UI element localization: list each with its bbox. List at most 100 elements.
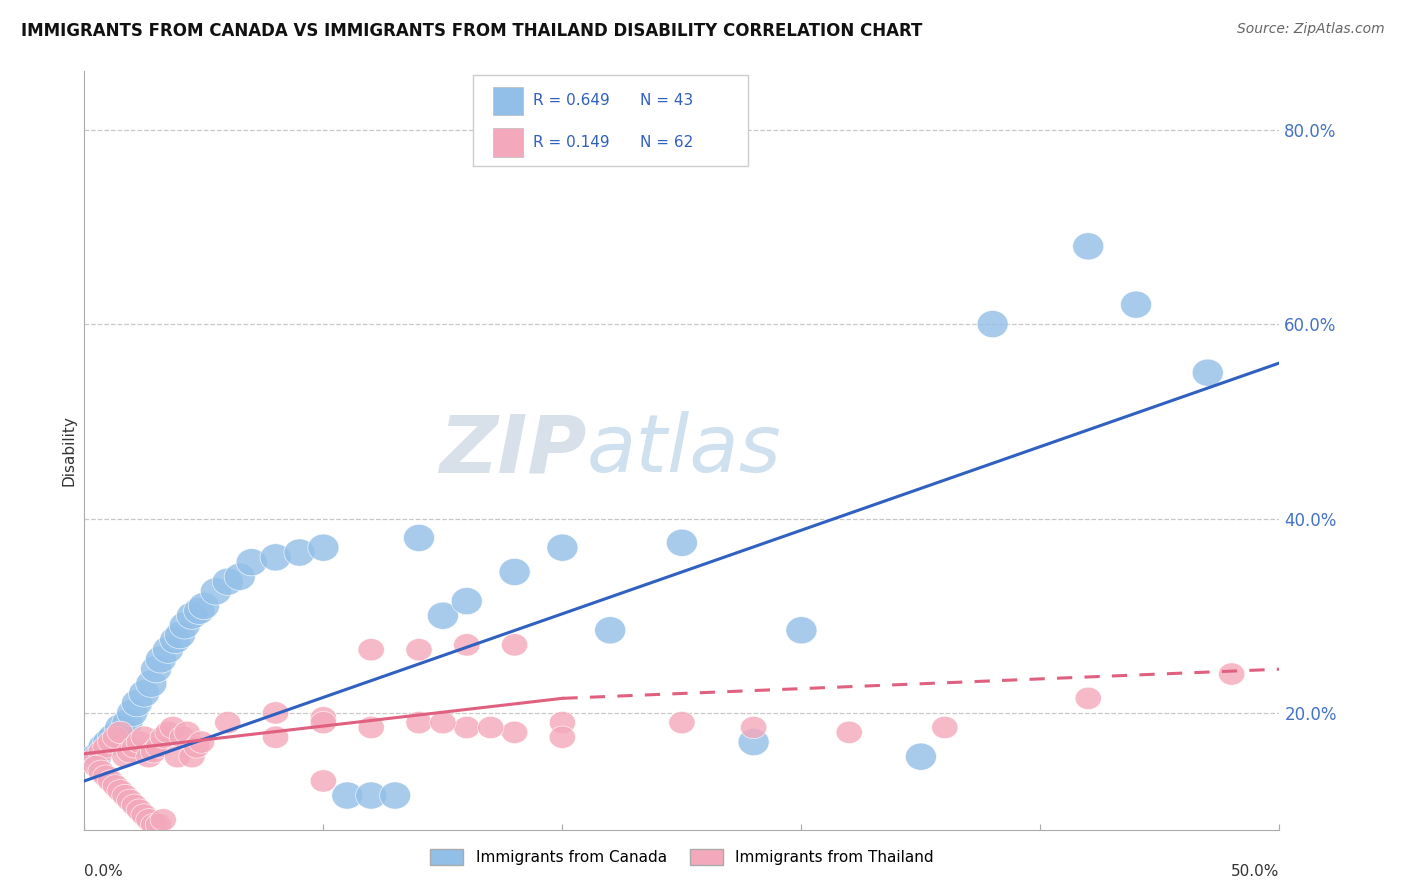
Ellipse shape <box>145 646 176 673</box>
Ellipse shape <box>89 760 114 782</box>
Ellipse shape <box>406 639 432 661</box>
Ellipse shape <box>1121 291 1152 318</box>
Ellipse shape <box>427 602 458 630</box>
Ellipse shape <box>121 690 152 717</box>
Text: 0.0%: 0.0% <box>84 863 124 879</box>
Ellipse shape <box>83 746 110 768</box>
Ellipse shape <box>236 549 267 576</box>
Ellipse shape <box>117 740 143 763</box>
Ellipse shape <box>308 534 339 561</box>
Ellipse shape <box>406 712 432 734</box>
Ellipse shape <box>136 670 167 698</box>
Ellipse shape <box>121 794 148 816</box>
Ellipse shape <box>741 716 766 739</box>
Ellipse shape <box>145 814 172 836</box>
Text: R = 0.149: R = 0.149 <box>533 135 609 150</box>
Ellipse shape <box>107 780 134 802</box>
Ellipse shape <box>215 712 240 734</box>
Ellipse shape <box>93 736 120 758</box>
Text: ZIP: ZIP <box>439 411 586 490</box>
Ellipse shape <box>380 782 411 809</box>
Ellipse shape <box>80 743 112 771</box>
Ellipse shape <box>669 712 695 734</box>
Ellipse shape <box>97 723 128 751</box>
Ellipse shape <box>160 716 186 739</box>
Ellipse shape <box>93 765 120 788</box>
Ellipse shape <box>174 721 200 744</box>
Ellipse shape <box>160 626 191 654</box>
Ellipse shape <box>184 598 215 624</box>
Ellipse shape <box>103 774 128 797</box>
Ellipse shape <box>454 633 479 656</box>
Ellipse shape <box>977 310 1008 338</box>
Ellipse shape <box>502 633 527 656</box>
Ellipse shape <box>905 743 936 771</box>
Text: R = 0.649: R = 0.649 <box>533 94 609 109</box>
Text: N = 43: N = 43 <box>640 94 693 109</box>
Ellipse shape <box>150 726 176 748</box>
Ellipse shape <box>176 602 208 630</box>
Ellipse shape <box>131 804 157 826</box>
Ellipse shape <box>128 680 160 707</box>
Text: 50.0%: 50.0% <box>1232 863 1279 879</box>
FancyBboxPatch shape <box>494 128 523 157</box>
Ellipse shape <box>188 592 219 620</box>
Ellipse shape <box>451 588 482 615</box>
Ellipse shape <box>165 622 195 648</box>
Ellipse shape <box>837 721 862 744</box>
Ellipse shape <box>932 716 957 739</box>
Ellipse shape <box>127 731 152 753</box>
Ellipse shape <box>89 740 114 763</box>
Ellipse shape <box>155 721 181 744</box>
Ellipse shape <box>311 712 336 734</box>
Ellipse shape <box>502 721 527 744</box>
Ellipse shape <box>89 733 120 761</box>
Ellipse shape <box>263 726 288 748</box>
Ellipse shape <box>136 809 162 831</box>
Ellipse shape <box>121 736 148 758</box>
Ellipse shape <box>145 736 172 758</box>
Ellipse shape <box>150 809 176 831</box>
Ellipse shape <box>188 731 215 753</box>
FancyBboxPatch shape <box>494 87 523 115</box>
Ellipse shape <box>136 746 162 768</box>
Text: Source: ZipAtlas.com: Source: ZipAtlas.com <box>1237 22 1385 37</box>
Text: atlas: atlas <box>586 411 782 490</box>
Ellipse shape <box>311 706 336 729</box>
Ellipse shape <box>332 782 363 809</box>
Ellipse shape <box>359 716 384 739</box>
Ellipse shape <box>127 799 152 822</box>
Ellipse shape <box>169 726 195 748</box>
Ellipse shape <box>112 784 138 806</box>
Ellipse shape <box>311 770 336 792</box>
Ellipse shape <box>1192 359 1223 386</box>
Text: IMMIGRANTS FROM CANADA VS IMMIGRANTS FROM THAILAND DISABILITY CORRELATION CHART: IMMIGRANTS FROM CANADA VS IMMIGRANTS FRO… <box>21 22 922 40</box>
Ellipse shape <box>263 702 288 724</box>
Ellipse shape <box>103 726 128 748</box>
Ellipse shape <box>478 716 503 739</box>
Ellipse shape <box>430 712 456 734</box>
Ellipse shape <box>200 578 232 605</box>
Ellipse shape <box>786 616 817 644</box>
Ellipse shape <box>595 616 626 644</box>
FancyBboxPatch shape <box>472 75 748 166</box>
Ellipse shape <box>260 544 291 571</box>
Ellipse shape <box>1219 663 1244 685</box>
Ellipse shape <box>454 716 479 739</box>
Ellipse shape <box>97 731 124 753</box>
Ellipse shape <box>212 568 243 595</box>
Ellipse shape <box>112 709 143 736</box>
Ellipse shape <box>1076 687 1101 709</box>
Ellipse shape <box>738 729 769 756</box>
Ellipse shape <box>141 814 167 836</box>
Ellipse shape <box>104 714 136 741</box>
Ellipse shape <box>165 746 191 768</box>
Y-axis label: Disability: Disability <box>60 415 76 486</box>
Ellipse shape <box>141 740 167 763</box>
Ellipse shape <box>179 746 205 768</box>
Ellipse shape <box>666 529 697 557</box>
Ellipse shape <box>169 612 200 639</box>
Ellipse shape <box>152 636 184 664</box>
Ellipse shape <box>97 770 124 792</box>
Ellipse shape <box>550 712 575 734</box>
